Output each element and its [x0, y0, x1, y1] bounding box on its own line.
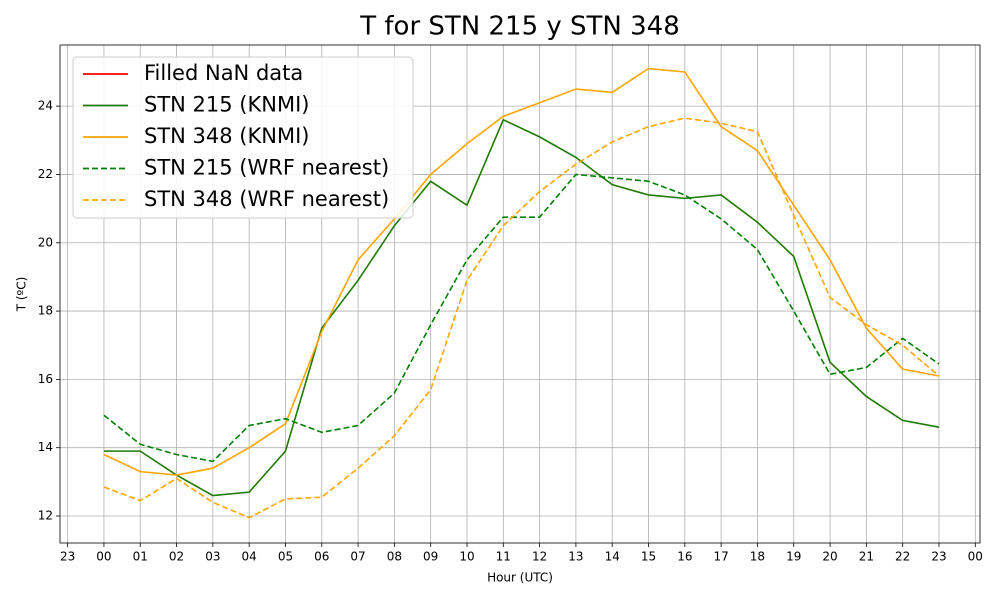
- x-tick-label: 06: [314, 550, 329, 564]
- x-tick-label: 01: [133, 550, 148, 564]
- series-line: [103, 173, 940, 463]
- chart-title: T for STN 215 y STN 348: [359, 12, 680, 42]
- x-tick-label: 21: [859, 550, 874, 564]
- y-tick-label: 20: [38, 235, 53, 249]
- legend-label: STN 215 (KNMI): [144, 93, 309, 117]
- legend-label: Filled NaN data: [144, 61, 303, 85]
- x-tick-label: 12: [532, 550, 547, 564]
- x-tick-label: 08: [387, 550, 402, 564]
- x-tick-label: 14: [605, 550, 620, 564]
- x-tick-label: 05: [278, 550, 293, 564]
- x-tick-label: 11: [496, 550, 511, 564]
- x-tick-label: 07: [350, 550, 365, 564]
- x-tick-label: 03: [205, 550, 220, 564]
- y-tick-label: 14: [38, 440, 53, 454]
- y-tick-label: 22: [38, 167, 53, 181]
- x-tick-label: 19: [786, 550, 801, 564]
- y-axis-label: T (ºC): [15, 277, 29, 313]
- x-tick-label: 16: [677, 550, 692, 564]
- x-tick-label: 18: [750, 550, 765, 564]
- legend-label: STN 348 (KNMI): [144, 124, 309, 148]
- y-tick-label: 12: [38, 509, 53, 523]
- x-tick-label: 23: [931, 550, 946, 564]
- x-tick-label: 13: [568, 550, 583, 564]
- legend-box: [72, 56, 414, 219]
- x-tick-label: 20: [822, 550, 837, 564]
- x-axis-label: Hour (UTC): [487, 571, 553, 585]
- series-line: [103, 67, 940, 476]
- x-tick-label: 10: [459, 550, 474, 564]
- x-tick-label: 15: [641, 550, 656, 564]
- series-line: [103, 118, 940, 497]
- x-tick-label: 00: [968, 550, 983, 564]
- x-tick-label: 22: [895, 550, 910, 564]
- series-line: [103, 117, 940, 519]
- x-tick-label: 00: [96, 550, 111, 564]
- x-tick-label: 23: [60, 550, 75, 564]
- x-tick-label: 09: [423, 550, 438, 564]
- y-tick-label: 24: [38, 99, 53, 113]
- x-tick-label: 17: [713, 550, 728, 564]
- legend-label: STN 348 (WRF nearest): [144, 187, 389, 211]
- x-tick-label: 04: [242, 550, 257, 564]
- x-tick-label: 02: [169, 550, 184, 564]
- y-tick-label: 18: [38, 304, 53, 318]
- legend-label: STN 215 (WRF nearest): [144, 156, 389, 180]
- y-tick-label: 16: [38, 372, 53, 386]
- plot-frame: [59, 44, 981, 544]
